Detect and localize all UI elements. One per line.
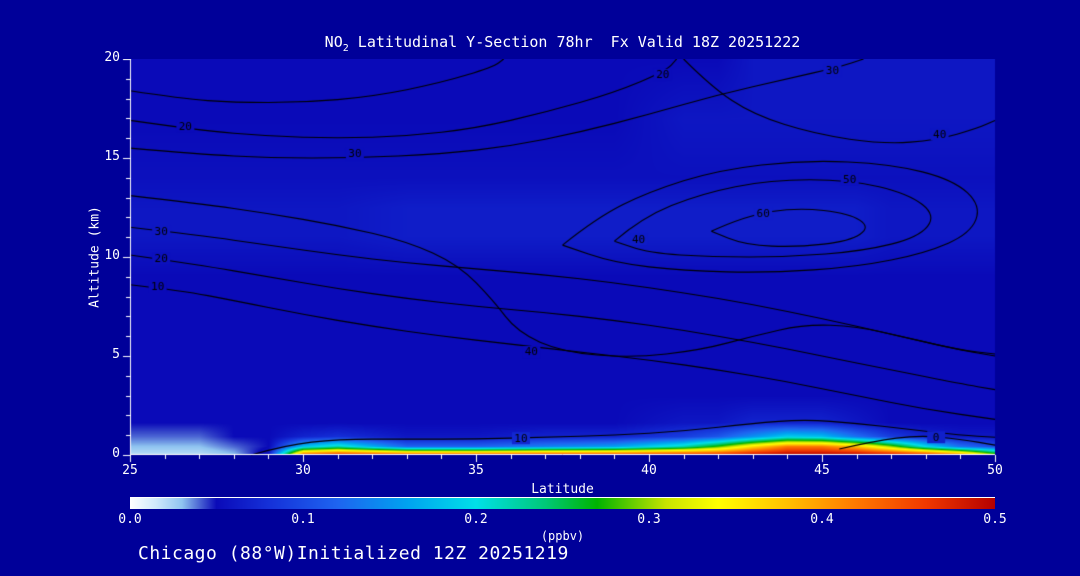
colorbar [130, 497, 995, 509]
x-tick-label: 25 [122, 463, 138, 478]
colorbar-tick-label: 0.4 [810, 512, 834, 527]
colorbar-tick-label: 0.2 [464, 512, 488, 527]
x-tick-label: 30 [295, 463, 311, 478]
x-tick-label: 35 [468, 463, 484, 478]
chart-title-prefix: NO [324, 33, 343, 51]
y-tick-label: 20 [104, 50, 120, 65]
contour-plot-canvas [120, 59, 1002, 463]
footer-annotation: Chicago (88°W)Initialized 12Z 20251219 [138, 543, 569, 564]
colorbar-tick-label: 0.5 [983, 512, 1007, 527]
y-tick-label: 5 [112, 347, 120, 362]
x-tick-label: 40 [641, 463, 657, 478]
x-tick-label: 45 [814, 463, 830, 478]
y-tick-label: 0 [112, 446, 120, 461]
x-tick-label: 50 [987, 463, 1003, 478]
y-tick-label: 10 [104, 248, 120, 263]
y-tick-label: 15 [104, 149, 120, 164]
colorbar-tick-label: 0.0 [118, 512, 142, 527]
chart-title-rest: Latitudinal Y-Section 78hr Fx Valid 18Z … [348, 33, 801, 51]
x-axis-title: Latitude [531, 482, 594, 497]
colorbar-units-label: (ppbv) [540, 529, 585, 543]
chart-title: NO2 Latitudinal Y-Section 78hr Fx Valid … [130, 33, 995, 54]
colorbar-tick-label: 0.1 [291, 512, 315, 527]
chart-title-subscript: 2 [342, 43, 349, 54]
colorbar-tick-label: 0.3 [637, 512, 661, 527]
